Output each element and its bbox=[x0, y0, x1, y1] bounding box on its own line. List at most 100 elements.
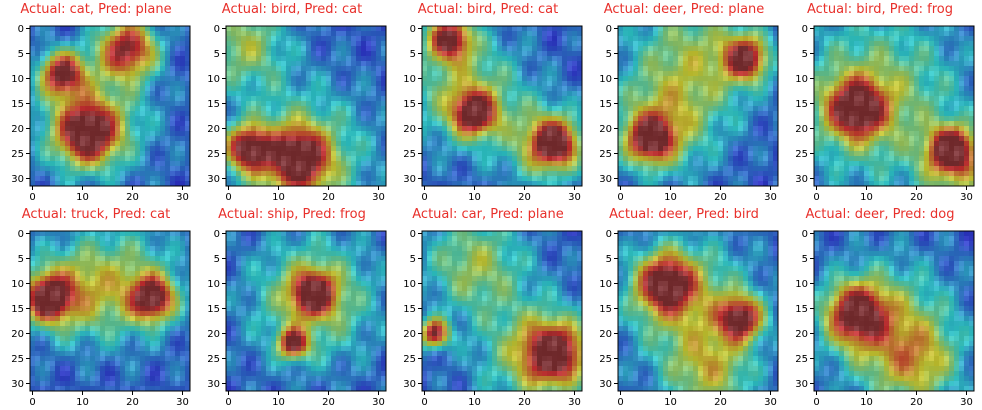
x-tick-label: 10 bbox=[272, 192, 285, 203]
heatmap-panel: Actual: cat, Pred: plane 0 10 20 30 0 5 10 15 20 2… bbox=[2, 2, 191, 203]
y-tick-label: 30 bbox=[11, 174, 24, 185]
x-tick-label: 30 bbox=[764, 192, 777, 203]
x-tick-label: 10 bbox=[664, 192, 677, 203]
y-tick-label: 25 bbox=[11, 149, 24, 160]
x-tick-label: 10 bbox=[76, 192, 89, 203]
y-tick-label: 30 bbox=[599, 174, 612, 185]
x-tick-label: 20 bbox=[910, 192, 923, 203]
heatmap-panel: Actual: deer, Pred: plane 0 10 20 30 0 5 10 15 20… bbox=[590, 2, 779, 203]
y-tick-label: 25 bbox=[207, 149, 220, 160]
y-tick-label: 25 bbox=[599, 354, 612, 365]
plot-frame bbox=[225, 25, 387, 187]
panel-title: Actual: bird, Pred: cat bbox=[417, 2, 559, 17]
y-tick-label: 15 bbox=[207, 99, 220, 110]
y-tick-label: 0 bbox=[18, 229, 24, 240]
heatmap-cells bbox=[618, 231, 779, 392]
y-tick-label: 0 bbox=[606, 24, 612, 35]
x-tick-label: 0 bbox=[813, 397, 819, 408]
y-tick-label: 20 bbox=[403, 124, 416, 135]
y-tick-label: 10 bbox=[403, 279, 416, 290]
heatmap-panel: Actual: bird, Pred: frog 0 10 20 30 0 5 10 15 20 2… bbox=[786, 2, 975, 203]
heatmap-plot: 0 10 20 30 0 5 10 15 20 25 30 bbox=[599, 24, 779, 203]
heatmap-cells bbox=[618, 26, 779, 187]
y-tick-label: 30 bbox=[795, 174, 808, 185]
y-tick-label: 20 bbox=[207, 124, 220, 135]
x-tick-label: 20 bbox=[714, 192, 727, 203]
y-tick-label: 20 bbox=[11, 329, 24, 340]
y-tick-label: 30 bbox=[11, 379, 24, 390]
plot-frame bbox=[421, 25, 583, 187]
x-tick-label: 0 bbox=[225, 397, 231, 408]
y-tick-label: 0 bbox=[410, 24, 416, 35]
heatmap-plot: 0 10 20 30 0 5 10 15 20 25 30 bbox=[795, 229, 975, 408]
panel-title: Actual: bird, Pred: cat bbox=[221, 2, 363, 17]
y-tick-label: 10 bbox=[403, 74, 416, 85]
y-tick-label: 10 bbox=[599, 279, 612, 290]
x-tick-label: 10 bbox=[860, 192, 873, 203]
y-tick-label: 30 bbox=[207, 174, 220, 185]
plot-frame bbox=[813, 25, 975, 187]
x-tick-label: 30 bbox=[960, 397, 973, 408]
x-tick-label: 0 bbox=[29, 397, 35, 408]
x-tick-label: 10 bbox=[76, 397, 89, 408]
y-tick-label: 5 bbox=[18, 49, 24, 60]
y-tick-label: 5 bbox=[606, 254, 612, 265]
panel-title: Actual: car, Pred: plane bbox=[412, 207, 564, 222]
heatmap-cells bbox=[814, 231, 975, 392]
x-tick-label: 20 bbox=[518, 192, 531, 203]
y-tick-label: 5 bbox=[18, 254, 24, 265]
x-tick-label: 20 bbox=[322, 397, 335, 408]
y-tick-label: 5 bbox=[410, 49, 416, 60]
heatmap-panel: Actual: car, Pred: plane 0 10 20 30 0 5 10 15 20 2… bbox=[394, 207, 583, 408]
y-tick-label: 5 bbox=[214, 254, 220, 265]
panel-title: Actual: truck, Pred: cat bbox=[21, 207, 171, 222]
y-tick-label: 15 bbox=[11, 99, 24, 110]
y-tick-label: 5 bbox=[802, 254, 808, 265]
x-tick-label: 20 bbox=[126, 397, 139, 408]
y-tick-label: 10 bbox=[207, 279, 220, 290]
x-tick-label: 20 bbox=[714, 397, 727, 408]
heatmap-cells bbox=[30, 26, 191, 187]
y-tick-label: 20 bbox=[11, 124, 24, 135]
x-tick-label: 30 bbox=[568, 397, 581, 408]
heatmap-plot: 0 10 20 30 0 5 10 15 20 25 30 bbox=[11, 24, 191, 203]
y-tick-label: 15 bbox=[599, 304, 612, 315]
y-tick-label: 25 bbox=[795, 354, 808, 365]
heatmap-panel: Actual: bird, Pred: cat 0 10 20 30 0 5 10 15 20 25… bbox=[198, 2, 387, 203]
y-tick-label: 15 bbox=[403, 99, 416, 110]
y-tick-label: 10 bbox=[795, 74, 808, 85]
y-tick-label: 15 bbox=[795, 304, 808, 315]
y-tick-label: 30 bbox=[599, 379, 612, 390]
y-tick-label: 20 bbox=[795, 124, 808, 135]
plot-frame bbox=[29, 25, 191, 187]
heatmap-panel: Actual: ship, Pred: frog 0 10 20 30 0 5 10 15 20 2… bbox=[198, 207, 387, 408]
x-tick-label: 10 bbox=[860, 397, 873, 408]
x-tick-label: 20 bbox=[322, 192, 335, 203]
x-tick-label: 20 bbox=[518, 397, 531, 408]
plot-frame bbox=[29, 230, 191, 392]
plot-frame bbox=[421, 230, 583, 392]
y-tick-label: 20 bbox=[795, 329, 808, 340]
y-tick-label: 15 bbox=[11, 304, 24, 315]
plot-frame bbox=[617, 25, 779, 187]
panel-title: Actual: deer, Pred: dog bbox=[805, 207, 955, 222]
y-tick-label: 20 bbox=[599, 124, 612, 135]
y-tick-label: 15 bbox=[403, 304, 416, 315]
y-tick-label: 0 bbox=[802, 229, 808, 240]
heatmap-cells bbox=[814, 26, 975, 187]
x-tick-label: 30 bbox=[568, 192, 581, 203]
x-tick-label: 30 bbox=[372, 192, 385, 203]
y-tick-label: 0 bbox=[214, 24, 220, 35]
x-tick-label: 0 bbox=[225, 192, 231, 203]
x-tick-label: 20 bbox=[126, 192, 139, 203]
x-tick-label: 30 bbox=[176, 397, 189, 408]
heatmap-cells bbox=[422, 231, 583, 392]
y-tick-label: 30 bbox=[795, 379, 808, 390]
y-tick-label: 30 bbox=[207, 379, 220, 390]
heatmap-plot: 0 10 20 30 0 5 10 15 20 25 30 bbox=[11, 229, 191, 408]
y-tick-label: 10 bbox=[795, 279, 808, 290]
heatmap-cells bbox=[226, 26, 387, 187]
heatmap-plot: 0 10 20 30 0 5 10 15 20 25 30 bbox=[207, 229, 387, 408]
x-tick-label: 0 bbox=[29, 192, 35, 203]
y-tick-label: 25 bbox=[403, 354, 416, 365]
